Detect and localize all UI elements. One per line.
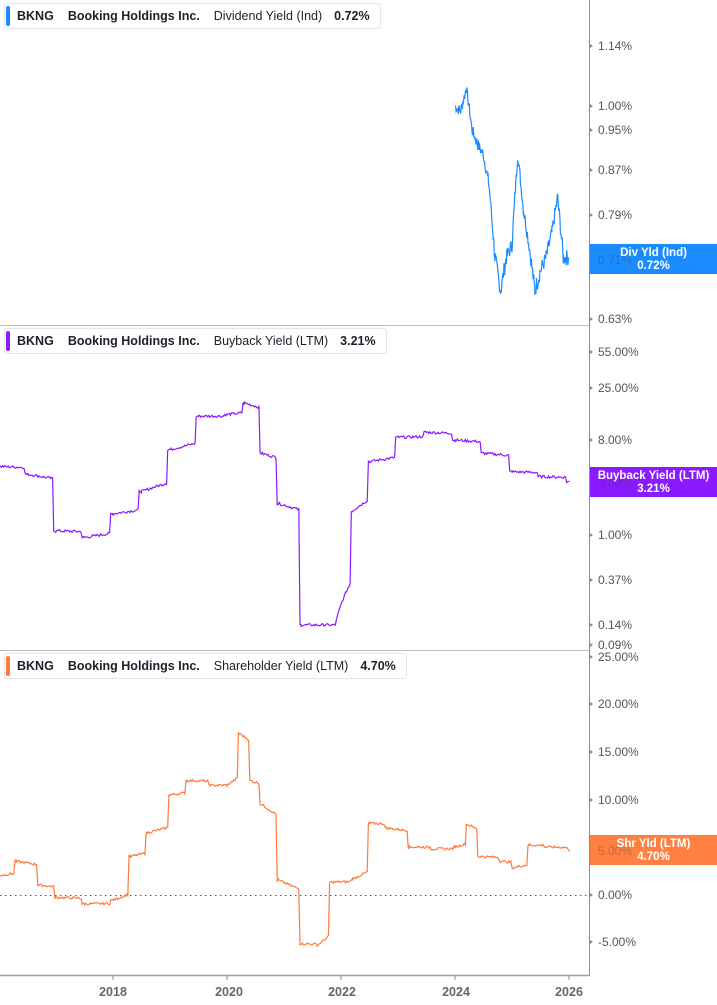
legend-company: Booking Holdings Inc. [67,334,200,348]
legend-color-swatch [6,331,10,351]
tag-value: 0.72% [637,260,670,272]
y-tick-label: 0.00% [598,888,633,902]
legend-value: 4.70% [360,659,396,673]
legend-ticker: BKNG [17,334,54,348]
x-axis-ticks [112,976,570,980]
tag-value: 4.70% [637,851,670,863]
y-tick-label: 0.79% [598,208,633,222]
y-tick-label: 0.63% [598,312,633,326]
y-axis-ticks [590,44,593,944]
legend-shareholder-yield[interactable]: BKNG Booking Holdings Inc. Shareholder Y… [4,653,407,679]
y-tick-label: 1.14% [598,39,633,53]
legend-metric: Buyback Yield (LTM) [213,334,329,348]
legend-metric: Dividend Yield (Ind) [213,9,323,23]
x-tick-label: 2020 [215,985,243,999]
shareholder-yield-line [0,731,570,948]
current-value-tag-dividend: 0.71% Div Yld (Ind) 0.72% [590,244,717,274]
legend-value: 0.72% [334,9,370,23]
y-tick-label: 20.00% [598,697,639,711]
legend-ticker: BKNG [17,659,54,673]
obscured-tick-label: 3.00% [598,476,633,490]
current-value-tag-shareholder: 5.00% Shr Yld (LTM) 4.70% [590,835,717,865]
legend-color-swatch [6,656,10,676]
y-tick-label: -5.00% [598,935,637,949]
current-value-tag-buyback: 3.00% Buyback Yield (LTM) 3.21% [590,467,717,497]
x-tick-label: 2018 [99,985,127,999]
y-tick-label: 1.00% [598,528,633,542]
legend-ticker: BKNG [17,9,54,23]
y-tick-label: 0.14% [598,618,633,632]
legend-company: Booking Holdings Inc. [67,9,200,23]
y-tick-label: 25.00% [598,381,639,395]
legend-metric: Shareholder Yield (LTM) [213,659,349,673]
legend-dividend-yield[interactable]: BKNG Booking Holdings Inc. Dividend Yiel… [4,3,381,29]
tag-label: Shr Yld (LTM) [616,838,691,850]
buyback-yield-line [0,400,570,628]
legend-company: Booking Holdings Inc. [67,659,200,673]
legend-buyback-yield[interactable]: BKNG Booking Holdings Inc. Buyback Yield… [4,328,387,354]
legend-color-swatch [6,6,10,26]
tag-label: Div Yld (Ind) [620,247,687,259]
legend-value: 3.21% [340,334,376,348]
tag-value: 3.21% [637,483,670,495]
y-tick-label: 10.00% [598,793,639,807]
obscured-tick-label: 0.71% [598,253,633,267]
x-tick-label: 2026 [555,985,583,999]
y-tick-label: 25.00% [598,650,639,664]
y-tick-label: 0.37% [598,573,633,587]
y-tick-label: 15.00% [598,745,639,759]
y-tick-label: 0.87% [598,163,633,177]
y-tick-label: 0.95% [598,123,633,137]
x-tick-label: 2024 [442,985,470,999]
x-tick-label: 2022 [328,985,356,999]
tag-label: Buyback Yield (LTM) [597,470,710,482]
y-tick-label: 8.00% [598,433,633,447]
y-tick-label: 1.00% [598,99,633,113]
y-tick-label: 0.09% [598,638,633,652]
y-tick-label: 55.00% [598,345,639,359]
obscured-tick-label: 5.00% [598,844,633,858]
dividend-yield-line [454,87,570,295]
